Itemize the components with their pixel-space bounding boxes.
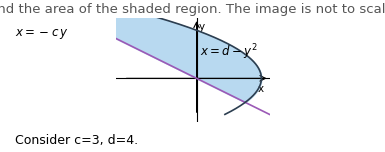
Text: Consider c=3, d=4.: Consider c=3, d=4.: [15, 134, 139, 147]
Text: $x = -c\,y$: $x = -c\,y$: [15, 27, 69, 41]
Text: x: x: [258, 84, 264, 94]
Text: y: y: [199, 22, 205, 32]
Text: Find the area of the shaded region. The image is not to scale.: Find the area of the shaded region. The …: [0, 3, 385, 16]
Text: $x = d - y^2$: $x = d - y^2$: [200, 43, 258, 62]
